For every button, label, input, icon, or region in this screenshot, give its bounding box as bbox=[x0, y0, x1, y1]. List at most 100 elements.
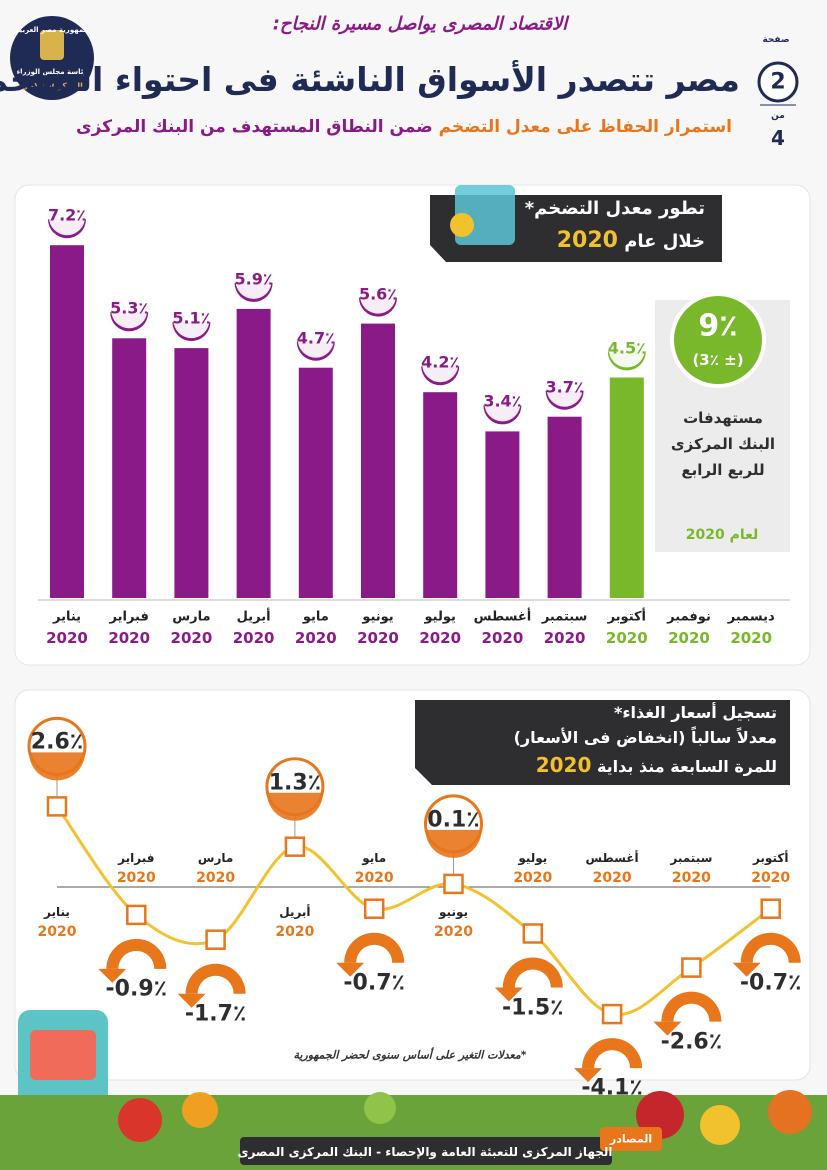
bar bbox=[423, 392, 458, 598]
x-tick-label: ديسمبر bbox=[727, 609, 775, 625]
produce bbox=[768, 1090, 812, 1134]
target-text: مستهدفات البنك المركزى للربع الرابع bbox=[670, 409, 776, 479]
x-tick-year: 2020 bbox=[232, 629, 275, 647]
value-label: 4.7٪ bbox=[296, 328, 335, 348]
label-arrow bbox=[185, 963, 246, 994]
x-tick-label: أغسطس bbox=[585, 851, 639, 865]
label-bubble bbox=[173, 302, 210, 339]
produce bbox=[118, 1098, 162, 1142]
produce bbox=[182, 1092, 218, 1128]
value-label: -0.7٪ bbox=[739, 970, 802, 996]
x-tick-label: أكتوبر bbox=[607, 609, 647, 625]
value-label: 1.3٪ bbox=[268, 770, 322, 796]
x-tick-label: يونيو bbox=[439, 905, 468, 919]
label-arc bbox=[266, 792, 323, 821]
marker bbox=[601, 1003, 623, 1025]
x-tick-label: سبتمبر bbox=[670, 851, 713, 865]
x-tick-year: 2020 bbox=[513, 870, 553, 886]
x-tick-year: 2020 bbox=[419, 629, 462, 647]
value-label: 5.1٪ bbox=[172, 308, 211, 328]
marker bbox=[46, 796, 68, 817]
cart-illustration bbox=[30, 1030, 96, 1080]
x-tick-label: يوليو bbox=[518, 851, 548, 865]
x-tick-label: يناير bbox=[44, 905, 70, 919]
x-tick-label: مايو bbox=[362, 851, 387, 865]
sources-tag bbox=[600, 1127, 662, 1151]
x-tick-year: 2020 bbox=[671, 870, 711, 886]
x-tick-label: سبتمبر bbox=[541, 609, 588, 625]
label-bubble bbox=[484, 385, 521, 422]
x-tick-label: أغسطس bbox=[473, 609, 532, 625]
logo-text: رئاسة مجلس الوزراء bbox=[16, 68, 88, 76]
logo-text: المركز الإعلامى bbox=[21, 81, 83, 91]
bar bbox=[236, 308, 271, 598]
x-tick-label: يوليو bbox=[424, 609, 456, 625]
value-label: -0.9٪ bbox=[105, 976, 168, 1002]
x-tick-year: 2020 bbox=[481, 629, 524, 647]
target-circle bbox=[670, 292, 766, 388]
label-arrow-head bbox=[336, 962, 365, 977]
bar bbox=[50, 245, 84, 598]
value-label: 5.9٪ bbox=[234, 269, 273, 289]
x-tick-year: 2020 bbox=[434, 924, 473, 940]
bar bbox=[298, 367, 333, 598]
page-number: 2 bbox=[770, 69, 786, 95]
bar bbox=[112, 338, 147, 598]
title-banner bbox=[415, 700, 790, 785]
subtitle-text: خلال عام bbox=[624, 231, 705, 252]
marker bbox=[681, 957, 702, 978]
label-arrow bbox=[344, 932, 405, 963]
marker bbox=[284, 836, 306, 857]
label-bubble bbox=[49, 199, 85, 236]
value-label: 2.6٪ bbox=[30, 729, 84, 755]
value-label: 5.3٪ bbox=[110, 298, 149, 318]
x-tick-year: 2020 bbox=[605, 629, 648, 647]
marker bbox=[205, 929, 226, 950]
label-arrow bbox=[661, 991, 722, 1022]
bar bbox=[609, 377, 644, 598]
x-tick-label: أبريل bbox=[236, 609, 271, 625]
marker bbox=[126, 904, 147, 926]
banner-icon bbox=[450, 213, 474, 237]
label-arrow-head bbox=[494, 987, 523, 1002]
chart-subtitle: خلال عام 2020 bbox=[557, 228, 705, 253]
label-bubble bbox=[608, 331, 645, 368]
value-label: 0.1٪ bbox=[427, 807, 480, 833]
panel bbox=[14, 689, 811, 1081]
x-tick-year: 2020 bbox=[668, 629, 710, 647]
subtitle-part: ضمن النطاق المستهدف من البنك المركزى bbox=[76, 117, 433, 137]
chart-title: تسجيل أسعار الغذاء* bbox=[613, 703, 777, 722]
page-badge bbox=[757, 61, 799, 103]
value-label: -0.7٪ bbox=[343, 970, 405, 996]
marker bbox=[522, 923, 544, 944]
target-year: لعام 2020 bbox=[685, 527, 759, 543]
target-label: 9٪ bbox=[698, 308, 738, 344]
chart-title: تطور معدل التضخم* bbox=[524, 198, 705, 219]
sources-text: الجهاز المركزى للتعبئة العامة والإحصاء -… bbox=[237, 1145, 613, 1159]
produce bbox=[700, 1105, 740, 1145]
x-tick-label: مارس bbox=[172, 609, 211, 625]
page-label: صفحة bbox=[762, 35, 790, 45]
value-label: 3.7٪ bbox=[545, 377, 584, 397]
marker bbox=[443, 873, 464, 895]
value-label: -1.7٪ bbox=[184, 1001, 247, 1027]
label-arrow bbox=[106, 938, 167, 969]
x-tick-year: 2020 bbox=[275, 924, 315, 940]
label-arc bbox=[29, 752, 85, 781]
label-arrow-head bbox=[177, 993, 206, 1008]
value-label: 4.5٪ bbox=[607, 338, 646, 357]
x-tick-year: 2020 bbox=[357, 629, 399, 647]
x-tick-year: 2020 bbox=[170, 629, 213, 647]
label-arrow bbox=[740, 932, 801, 963]
x-tick-year: 2020 bbox=[354, 870, 394, 886]
x-tick-label: أكتوبر bbox=[752, 851, 789, 865]
x-tick-label: مايو bbox=[302, 609, 329, 625]
logo-text: جمهورية مصر العربية bbox=[15, 26, 89, 34]
title: مصر تتصدر الأسواق الناشئة فى احتواء التض… bbox=[0, 60, 740, 99]
value-label: -4.1٪ bbox=[581, 1075, 643, 1101]
x-tick-label: مارس bbox=[197, 851, 234, 865]
marker bbox=[760, 898, 781, 919]
bar bbox=[485, 431, 520, 598]
subtitle: استمرار الحفاظ على معدل التضخم ضمن النطا… bbox=[76, 117, 732, 137]
